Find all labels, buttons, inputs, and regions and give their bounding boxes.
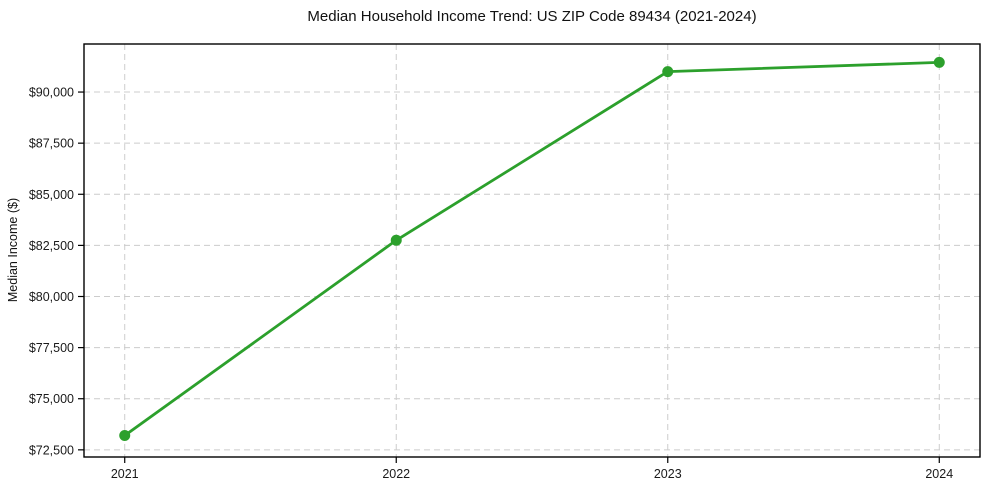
data-point-2023 xyxy=(662,66,674,78)
y-tick-label: $75,000 xyxy=(29,392,74,406)
y-tick-label: $82,500 xyxy=(29,239,74,253)
data-point-2021 xyxy=(119,430,131,442)
x-tick-label: 2021 xyxy=(111,467,139,481)
y-tick-label: $85,000 xyxy=(29,188,74,202)
data-point-2022 xyxy=(390,234,402,246)
x-tick-label: 2024 xyxy=(925,467,953,481)
chart-title: Median Household Income Trend: US ZIP Co… xyxy=(307,8,757,25)
series-line xyxy=(123,61,941,437)
plot-border xyxy=(83,43,981,458)
y-tick-label: $72,500 xyxy=(29,443,74,457)
y-tick-label: $90,000 xyxy=(29,86,74,100)
data-point-2024 xyxy=(933,56,945,68)
y-tick-label: $77,500 xyxy=(29,341,74,355)
x-tick-label: 2023 xyxy=(654,467,682,481)
y-tick-label: $80,000 xyxy=(29,290,74,304)
y-tick-label: $87,500 xyxy=(29,137,74,151)
x-tick-label: 2022 xyxy=(382,467,410,481)
